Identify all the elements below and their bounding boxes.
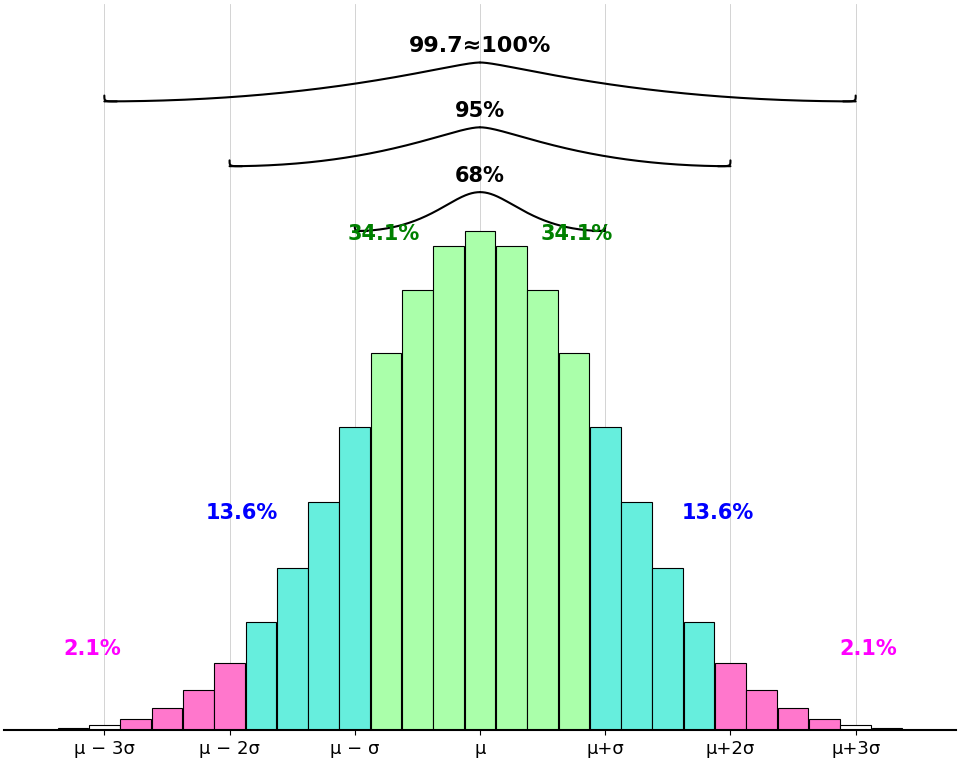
Bar	[58, 728, 88, 730]
Bar	[872, 728, 902, 730]
Bar	[589, 427, 620, 730]
Bar	[371, 354, 401, 730]
Text: 95%: 95%	[455, 101, 505, 121]
Bar	[276, 568, 307, 730]
Bar	[465, 231, 495, 730]
Text: 99.7≈100%: 99.7≈100%	[409, 36, 551, 56]
Bar	[496, 246, 527, 730]
Bar	[653, 568, 684, 730]
Bar	[89, 725, 120, 730]
Text: 13.6%: 13.6%	[682, 503, 754, 523]
Bar	[715, 663, 746, 730]
Bar	[840, 725, 871, 730]
Text: 2.1%: 2.1%	[63, 639, 121, 659]
Bar	[527, 290, 558, 730]
Bar	[559, 354, 589, 730]
Text: 68%: 68%	[455, 165, 505, 186]
Bar	[778, 708, 808, 730]
Bar	[684, 623, 714, 730]
Bar	[308, 501, 339, 730]
Bar	[747, 690, 777, 730]
Bar	[183, 690, 213, 730]
Bar	[246, 623, 276, 730]
Bar	[340, 427, 371, 730]
Text: 13.6%: 13.6%	[206, 503, 278, 523]
Bar	[433, 246, 464, 730]
Text: 2.1%: 2.1%	[839, 639, 897, 659]
Bar	[621, 501, 652, 730]
Bar	[120, 719, 151, 730]
Text: 34.1%: 34.1%	[540, 224, 612, 244]
Bar	[402, 290, 433, 730]
Bar	[214, 663, 245, 730]
Text: 34.1%: 34.1%	[348, 224, 420, 244]
Bar	[152, 708, 182, 730]
Bar	[809, 719, 840, 730]
